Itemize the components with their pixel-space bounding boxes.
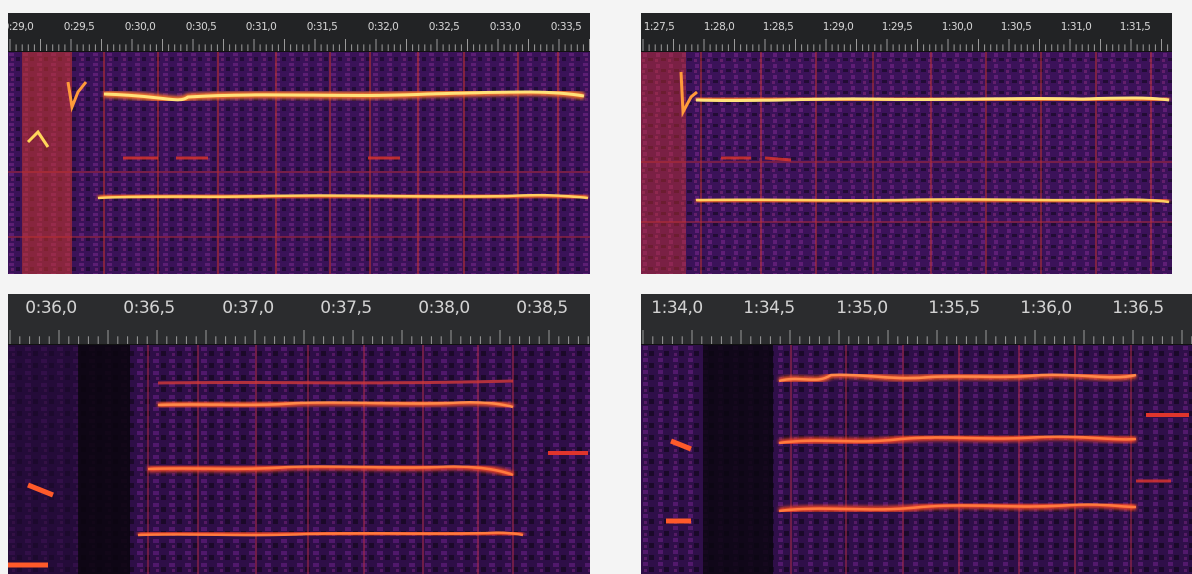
ruler-ticks (9, 330, 589, 344)
time-label: 1:34,0 (651, 298, 703, 318)
timeline-ruler[interactable]: 1:34,0 1:34,5 1:35,0 1:35,5 1:36,0 1:36,… (641, 294, 1192, 345)
spectrogram-image (8, 345, 590, 574)
spectrogram-image (8, 52, 590, 274)
time-label: 1:28,5 (762, 21, 794, 33)
spectrogram-view[interactable] (641, 345, 1192, 574)
spectrogram-view[interactable] (8, 52, 590, 274)
time-label: 0:31,5 (306, 21, 338, 33)
spectrogram-view[interactable] (8, 345, 590, 574)
spectrogram-image (641, 52, 1172, 274)
time-label: 0:32,0 (367, 21, 399, 33)
time-label: 1:36,0 (1020, 298, 1072, 318)
spectrogram-panel-bottom-right[interactable]: 1:34,0 1:34,5 1:35,0 1:35,5 1:36,0 1:36,… (641, 294, 1192, 574)
spectrogram-image (641, 345, 1192, 574)
time-label: 0:36,0 (25, 298, 77, 318)
time-label: 1:30,0 (941, 21, 973, 33)
time-label: 1:29,0 (822, 21, 854, 33)
time-label: 0:38,5 (516, 298, 568, 318)
timeline-ruler[interactable]: 0:36,0 0:36,5 0:37,0 0:37,5 0:38,0 0:38,… (8, 294, 590, 345)
time-label: 1:31,0 (1060, 21, 1092, 33)
time-label: 1:30,5 (1000, 21, 1032, 33)
time-label: 1:29,5 (881, 21, 913, 33)
time-label: 1:27,5 (643, 21, 675, 33)
ruler-ticks (642, 39, 1169, 51)
time-label: 0:36,5 (123, 298, 175, 318)
spectrogram-view[interactable] (641, 52, 1172, 274)
ruler-ticks (642, 330, 1192, 344)
spectrogram-panel-top-left[interactable]: 0:29,0 0:29,5 0:30,0 0:30,5 0:31,0 0:31,… (8, 13, 590, 274)
spectrogram-panel-top-right[interactable]: 1:27,5 1:28,0 1:28,5 1:29,0 1:29,5 1:30,… (641, 13, 1172, 274)
time-label: 0:31,0 (245, 21, 277, 33)
ruler-ticks (9, 39, 590, 51)
time-label: 0:32,5 (428, 21, 460, 33)
time-label: 1:35,5 (928, 298, 980, 318)
time-label: 1:36,5 (1112, 298, 1164, 318)
time-label: 0:30,0 (124, 21, 156, 33)
time-label: 0:37,5 (320, 298, 372, 318)
time-label: 0:29,5 (63, 21, 95, 33)
time-label: 0:30,5 (185, 21, 217, 33)
timeline-ruler[interactable]: 0:29,0 0:29,5 0:30,0 0:30,5 0:31,0 0:31,… (8, 13, 590, 52)
time-label: 1:34,5 (743, 298, 795, 318)
time-label: 1:35,0 (836, 298, 888, 318)
spectrogram-panel-bottom-left[interactable]: 0:36,0 0:36,5 0:37,0 0:37,5 0:38,0 0:38,… (8, 294, 590, 574)
time-label: 1:31,5 (1119, 21, 1151, 33)
time-label: 0:38,0 (418, 298, 470, 318)
timeline-ruler[interactable]: 1:27,5 1:28,0 1:28,5 1:29,0 1:29,5 1:30,… (641, 13, 1172, 52)
time-label: 0:33,5 (550, 21, 582, 33)
time-label: 0:37,0 (222, 298, 274, 318)
time-label: 1:28,0 (703, 21, 735, 33)
time-label: 0:33,0 (489, 21, 521, 33)
time-label: 0:29,0 (8, 21, 34, 33)
